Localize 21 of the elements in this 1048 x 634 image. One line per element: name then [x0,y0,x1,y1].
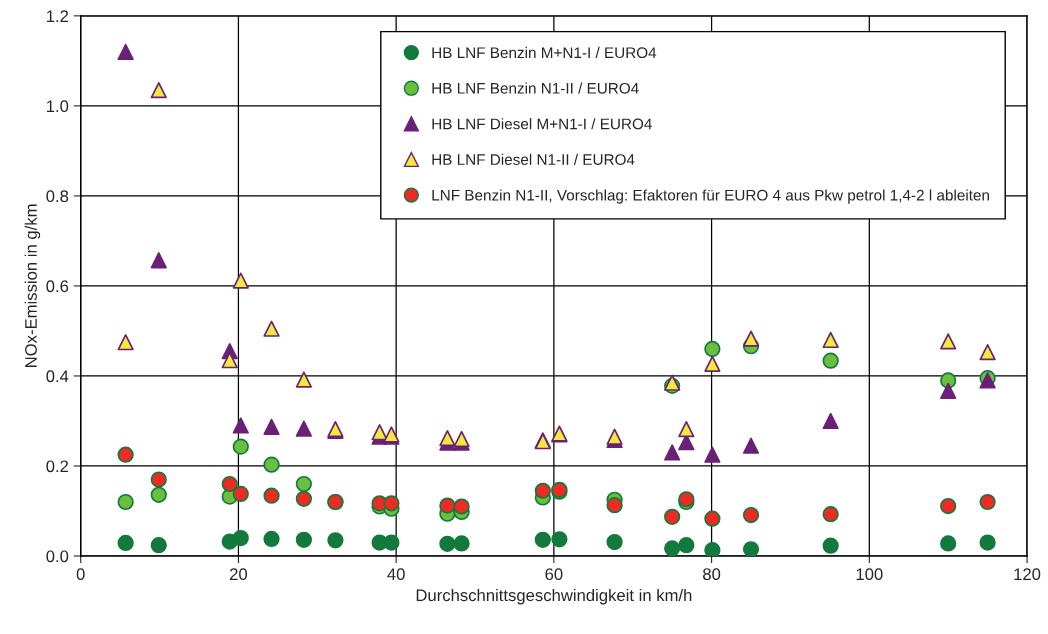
y-tick-label: 0.6 [46,280,69,293]
x-tick-label: 80 [703,568,721,581]
legend-label: HB LNF Benzin N1-II / EURO4 [432,82,639,94]
x-tick-label: 100 [856,568,883,581]
legend-label: LNF Benzin N1-II, Vorschlag: Efaktoren für EURO 4 aus Pkw petrol 1,4-2 l ableiten [432,189,989,204]
y-tick-label: 0.4 [46,370,69,383]
x-tick-label: 20 [229,568,248,581]
legend-label: HB LNF Benzin M+N1-I / EURO4 [432,46,657,59]
legend-label: HB LNF Diesel N1-II / EURO4 [432,153,635,165]
x-tick-label: 60 [545,568,563,581]
x-tick-label: 120 [1014,568,1041,581]
y-tick-label: 0.8 [46,190,69,203]
x-tick-label: 0 [76,568,85,581]
legend-label: HB LNF Diesel M+N1-I / EURO4 [432,118,652,130]
y-tick-label: 1.2 [46,10,69,22]
y-tick-label: 0.2 [46,460,69,473]
x-tick-label: 40 [387,568,405,581]
x-axis-title: Durchschnittsgeschwindigkeit in km/h [416,588,692,605]
y-tick-label: 1.0 [46,100,69,113]
y-tick-label: 0.0 [46,550,69,563]
y-axis-title: NOx-Emission in g/km [24,204,41,367]
